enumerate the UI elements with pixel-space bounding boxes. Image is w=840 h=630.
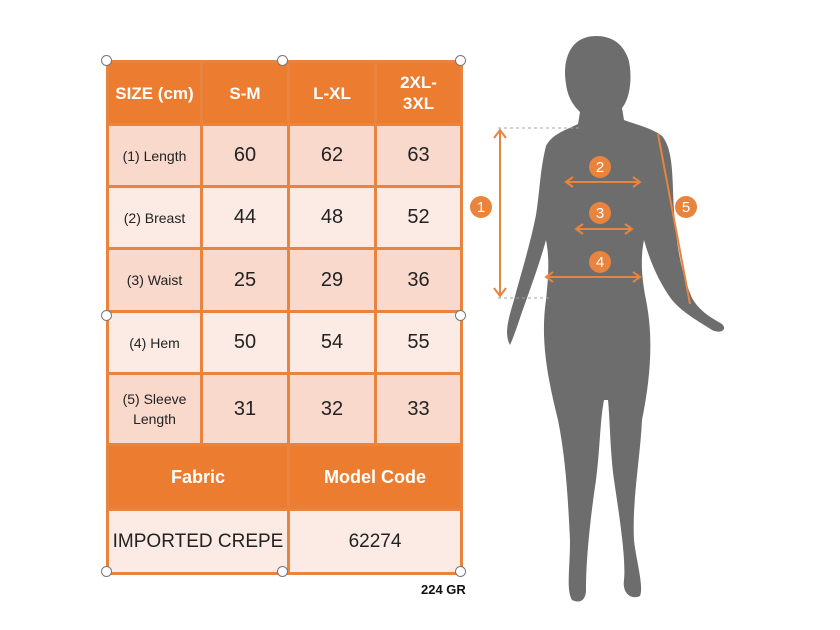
resize-handle[interactable] bbox=[277, 55, 288, 66]
resize-handle[interactable] bbox=[455, 55, 466, 66]
fabric-label: Fabric bbox=[106, 443, 290, 511]
row-label: (4) Hem bbox=[106, 310, 203, 375]
header-l-xl: L-XL bbox=[287, 60, 377, 126]
table-row: (5) Sleeve Length 31 32 33 bbox=[106, 372, 463, 446]
table-row: (3) Waist 25 29 36 bbox=[106, 247, 463, 313]
cell: 54 bbox=[287, 310, 377, 375]
resize-handle[interactable] bbox=[455, 566, 466, 577]
header-s-m: S-M bbox=[200, 60, 290, 126]
marker-5: 5 bbox=[682, 199, 690, 216]
row-label: (1) Length bbox=[106, 123, 203, 188]
header-2xl-3xl: 2XL-3XL bbox=[374, 60, 463, 126]
fabric-row: IMPORTED CREPE 62274 bbox=[106, 508, 463, 575]
cell: 36 bbox=[374, 247, 463, 313]
model-code-label: Model Code bbox=[287, 443, 463, 511]
row-label: (2) Breast bbox=[106, 185, 203, 250]
resize-handle[interactable] bbox=[101, 55, 112, 66]
resize-handle[interactable] bbox=[455, 310, 466, 321]
cell: 29 bbox=[287, 247, 377, 313]
fabric-header-row: Fabric Model Code bbox=[106, 443, 463, 511]
weight-label: 224 GR bbox=[421, 582, 466, 597]
header-row: SIZE (cm) S-M L-XL 2XL-3XL bbox=[106, 60, 463, 126]
cell: 62 bbox=[287, 123, 377, 188]
row-label: (3) Waist bbox=[106, 247, 203, 313]
marker-4: 4 bbox=[596, 254, 604, 271]
cell: 63 bbox=[374, 123, 463, 188]
table-row: (4) Hem 50 54 55 bbox=[106, 310, 463, 375]
table-row: (1) Length 60 62 63 bbox=[106, 123, 463, 188]
silhouette bbox=[507, 36, 725, 602]
resize-handle[interactable] bbox=[101, 566, 112, 577]
marker-2: 2 bbox=[596, 159, 604, 176]
table-row: (2) Breast 44 48 52 bbox=[106, 185, 463, 250]
marker-1: 1 bbox=[477, 199, 485, 216]
cell: 25 bbox=[200, 247, 290, 313]
size-chart-table: SIZE (cm) S-M L-XL 2XL-3XL (1) Length 60… bbox=[106, 60, 463, 575]
cell: 55 bbox=[374, 310, 463, 375]
resize-handle[interactable] bbox=[277, 566, 288, 577]
model-code-value: 62274 bbox=[287, 508, 463, 575]
cell: 44 bbox=[200, 185, 290, 250]
cell: 31 bbox=[200, 372, 290, 446]
body-silhouette-figure: 1 2 3 4 5 bbox=[470, 36, 725, 602]
cell: 33 bbox=[374, 372, 463, 446]
header-size: SIZE (cm) bbox=[106, 60, 203, 126]
cell: 32 bbox=[287, 372, 377, 446]
sleeve-arrow bbox=[657, 133, 691, 305]
cell: 60 bbox=[200, 123, 290, 188]
cell: 48 bbox=[287, 185, 377, 250]
cell: 50 bbox=[200, 310, 290, 375]
resize-handle[interactable] bbox=[101, 310, 112, 321]
fabric-value: IMPORTED CREPE bbox=[106, 508, 290, 575]
marker-3: 3 bbox=[596, 205, 604, 222]
row-label: (5) Sleeve Length bbox=[106, 372, 203, 446]
cell: 52 bbox=[374, 185, 463, 250]
